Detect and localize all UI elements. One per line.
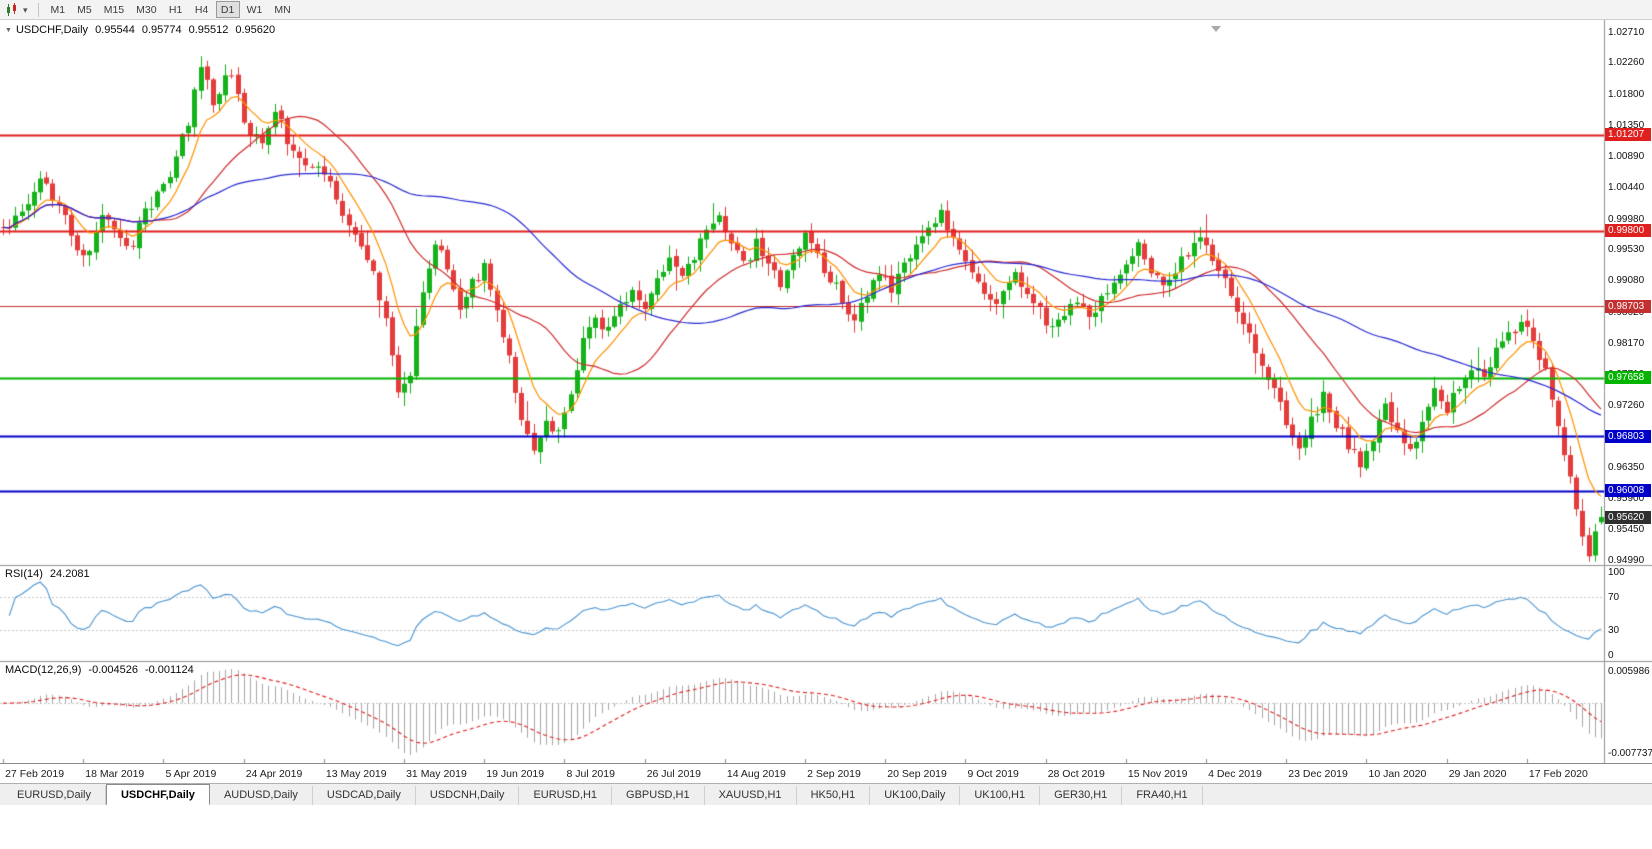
price-axis-label: 0.96350 (1608, 462, 1645, 474)
rsi-indicator-title: RSI(14) 24.2081 (5, 568, 90, 580)
symbol-tab-ger30-h1[interactable]: GER30,H1 (1040, 786, 1123, 805)
date-axis[interactable]: 27 Feb 2019 18 Mar 2019 5 Apr 2019 24 Apr 2… (0, 763, 1652, 783)
date-axis-label: 4 Dec 2019 (1208, 768, 1262, 780)
hline-price-badge: 0.97658 (1605, 371, 1651, 384)
date-axis-label: 24 Apr 2019 (245, 768, 303, 780)
date-axis-label: 18 Mar 2019 (85, 768, 145, 780)
symbol-tab-usdcnh-daily[interactable]: USDCNH,Daily (416, 786, 520, 805)
price-axis-label: 1.00440 (1608, 182, 1645, 194)
rsi-indicator-name: RSI(14) (5, 568, 43, 580)
macd-indicator-signal-value: -0.001124 (144, 664, 194, 676)
rsi-axis-label: 70 (1608, 591, 1620, 603)
toolbar-separator (37, 2, 39, 17)
date-axis-label: 29 Jan 2020 (1448, 768, 1507, 780)
date-axis-label: 28 Oct 2019 (1047, 768, 1105, 780)
chart-type-icon[interactable] (5, 2, 21, 17)
date-axis-label: 19 Jun 2019 (486, 768, 545, 780)
date-axis-label: 15 Nov 2019 (1127, 768, 1188, 780)
date-axis-label: 10 Jan 2020 (1368, 768, 1427, 780)
macd-indicator-name: MACD(12,26,9) (5, 664, 82, 676)
chart-symbol-period: USDCHF,Daily (15, 24, 89, 36)
price-axis-label: 1.02710 (1608, 26, 1645, 38)
hline-price-badge: 0.96803 (1605, 429, 1651, 443)
chart-type-group: ▾ (5, 2, 28, 17)
symbol-tab-usdchf-daily[interactable]: USDCHF,Daily (105, 784, 210, 805)
current-price-badge: 0.95620 (1605, 510, 1651, 524)
price-axis-label: 0.94990 (1608, 555, 1645, 567)
timeframe-button-m1[interactable]: M1 (46, 1, 71, 18)
rsi-axis-label: 0 (1608, 650, 1614, 661)
date-axis-label: 9 Oct 2019 (967, 768, 1019, 780)
timeframe-button-w1[interactable]: W1 (242, 1, 268, 18)
timeframe-button-d1[interactable]: D1 (215, 1, 240, 18)
symbol-tab-gbpusd-h1[interactable]: GBPUSD,H1 (612, 786, 705, 805)
price-axis-label: 1.01350 (1608, 119, 1645, 131)
ohlc-close: 0.95620 (235, 24, 276, 36)
date-axis-label: 17 Feb 2020 (1528, 768, 1588, 780)
date-axis-label: 23 Dec 2019 (1288, 768, 1348, 780)
ohlc-low: 0.95512 (188, 24, 229, 36)
hline-price-badge: 1.01207 (1605, 128, 1651, 141)
price-axis-label: 1.01800 (1608, 88, 1645, 100)
timeframe-button-h1[interactable]: H1 (164, 1, 188, 18)
symbol-tab-uk100-daily[interactable]: UK100,Daily (870, 786, 961, 805)
price-axis-label: 0.99080 (1608, 275, 1645, 287)
date-axis-label: 8 Jul 2019 (566, 768, 615, 780)
ohlc-open: 0.95544 (95, 24, 135, 36)
symbol-tab-fra40-h1[interactable]: FRA40,H1 (1122, 786, 1203, 805)
top-toolbar: ▾ M1 M5 M15 M30 H1 H4 D1 W1 MN (0, 0, 1652, 20)
chart-type-dropdown-caret[interactable]: ▾ (23, 4, 28, 15)
timeframe-button-h4[interactable]: H4 (190, 1, 214, 18)
rsi-axis-label: 100 (1608, 567, 1625, 578)
price-axis-label: 0.99980 (1608, 213, 1645, 225)
symbol-tab-audusd-daily[interactable]: AUDUSD,Daily (210, 786, 313, 805)
price-axis-label: 0.97260 (1608, 399, 1645, 411)
price-axis-label: 0.95450 (1608, 523, 1645, 535)
timeframe-button-group: M1 M5 M15 M30 H1 H4 D1 W1 MN (45, 1, 297, 18)
macd-indicator-title: MACD(12,26,9) -0.004526 -0.001124 (5, 664, 194, 676)
date-axis-label: 5 Apr 2019 (165, 768, 217, 780)
timeframe-button-m15[interactable]: M15 (99, 1, 129, 18)
macd-axis-max-label: 0.005986 (1608, 666, 1650, 677)
symbol-tab-hk50-h1[interactable]: HK50,H1 (797, 786, 871, 805)
chart-menu-arrow-icon[interactable]: ▼ (5, 27, 12, 34)
date-axis-label: 13 May 2019 (325, 768, 387, 780)
price-axis-label: 0.95900 (1608, 492, 1645, 504)
symbol-tab-usdcad-daily[interactable]: USDCAD,Daily (313, 786, 416, 805)
date-axis-label: 27 Feb 2019 (5, 768, 65, 780)
hline-price-badge: 0.98703 (1605, 299, 1651, 313)
chart-window: ▼ USDCHF,Daily 0.95544 0.95774 0.95512 0.9562… (0, 20, 1652, 783)
symbol-tab-uk100-h1[interactable]: UK100,H1 (960, 786, 1041, 805)
chart-shift-marker[interactable] (1211, 26, 1221, 32)
macd-indicator-value: -0.004526 (88, 664, 138, 676)
timeframe-button-m5[interactable]: M5 (72, 1, 97, 18)
price-axis-label: 0.98170 (1608, 337, 1645, 349)
chart-title: ▼ USDCHF,Daily 0.95544 0.95774 0.95512 0.9562… (5, 24, 275, 36)
symbol-tab-eurusd-h1[interactable]: EURUSD,H1 (519, 786, 613, 805)
timeframe-button-mn[interactable]: MN (269, 1, 295, 18)
rsi-axis-label: 30 (1608, 625, 1620, 637)
price-axis-label: 1.00890 (1608, 151, 1645, 163)
price-axis-label: 1.02260 (1608, 57, 1645, 69)
rsi-indicator-value: 24.2081 (49, 568, 90, 580)
price-chart-canvas[interactable] (0, 20, 1652, 763)
date-axis-label: 14 Aug 2019 (726, 768, 786, 780)
hline-price-badge: 0.99800 (1605, 224, 1651, 238)
timeframe-button-m30[interactable]: M30 (131, 1, 161, 18)
macd-axis-min-label: -0.007737 (1608, 748, 1652, 759)
symbol-tab-eurusd-daily[interactable]: EURUSD,Daily (3, 786, 106, 805)
date-axis-label: 20 Sep 2019 (887, 768, 947, 780)
date-axis-label: 31 May 2019 (406, 768, 467, 780)
date-axis-label: 26 Jul 2019 (646, 768, 701, 780)
date-axis-label: 2 Sep 2019 (807, 768, 861, 780)
ohlc-high: 0.95774 (141, 24, 182, 36)
chart-tab-bar: EURUSD,Daily USDCHF,Daily AUDUSD,Daily USDC… (0, 783, 1652, 805)
hline-price-badge: 0.96008 (1605, 484, 1651, 497)
price-axis-label: 0.99530 (1608, 244, 1645, 256)
symbol-tab-xauusd-h1[interactable]: XAUUSD,H1 (705, 786, 797, 805)
